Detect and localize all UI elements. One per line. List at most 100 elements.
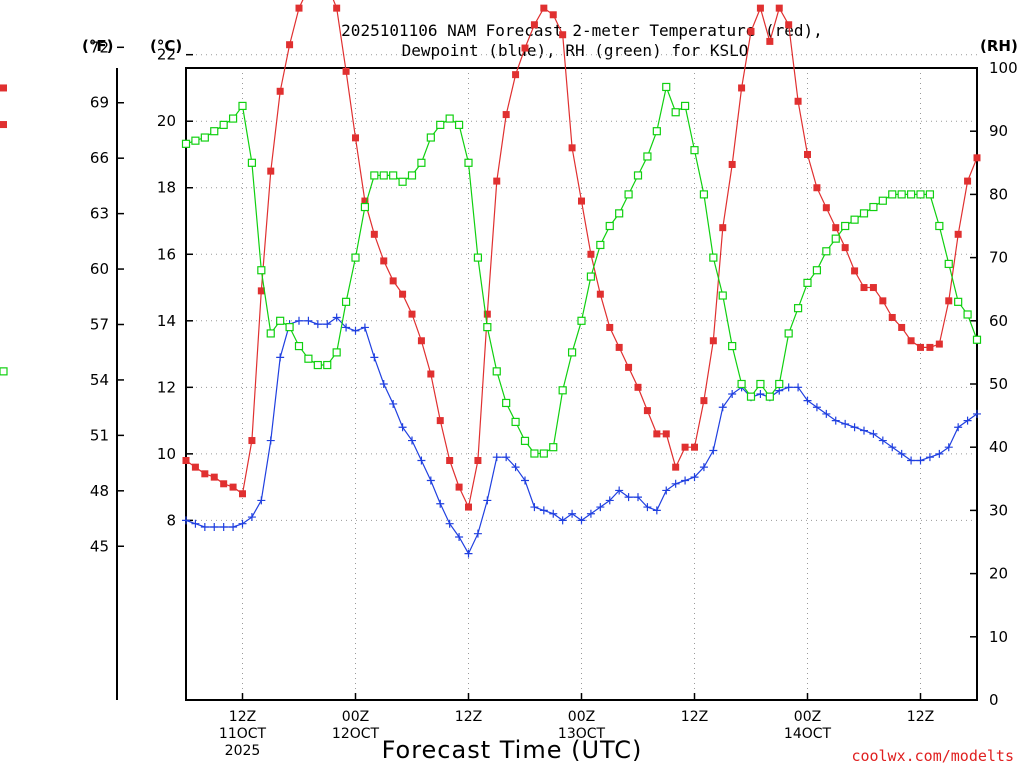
rh-point <box>473 253 483 262</box>
dewpoint-point <box>182 516 190 525</box>
temperature-point <box>0 121 7 129</box>
rh-point <box>247 158 257 167</box>
temperature-point <box>709 337 717 345</box>
temperature-point <box>201 470 209 478</box>
rh-tick-label: 60 <box>989 312 1008 330</box>
rh-point <box>285 323 294 332</box>
rh-point <box>323 360 332 370</box>
temperature-point <box>841 244 849 252</box>
dewpoint-point <box>643 503 652 512</box>
celsius-tick-label: 22 <box>157 46 176 64</box>
dewpoint-point <box>624 493 633 502</box>
rh-point <box>728 341 737 351</box>
dewpoint-point <box>860 426 868 435</box>
temperature-point <box>926 343 934 351</box>
rh-point <box>586 272 596 281</box>
temperature-point <box>851 267 859 275</box>
rh-point <box>906 190 916 199</box>
x-tick-label: 14OCT <box>784 726 832 742</box>
rh-point <box>492 367 501 376</box>
rh-point <box>925 190 935 199</box>
chart-title-line2: Dewpoint (blue), RH (green) for KSLO <box>402 41 749 60</box>
celsius-tick-label: 18 <box>157 179 176 197</box>
dewpoint-point <box>455 533 464 542</box>
temperature-point <box>681 443 689 451</box>
temperature-point <box>229 483 237 491</box>
credit-link[interactable]: coolwx.com/modelts <box>851 747 1014 765</box>
dewpoint-point <box>558 516 567 525</box>
dewpoint-point <box>210 523 219 532</box>
rh-point <box>502 398 511 408</box>
dewpoint-point <box>596 503 605 512</box>
celsius-tick-label: 16 <box>157 245 176 263</box>
rh-point <box>370 171 379 180</box>
dewpoint-point <box>473 529 482 538</box>
temperature-point <box>775 4 783 12</box>
dewpoint-point <box>304 316 313 325</box>
rh-point <box>916 190 925 199</box>
rh-point <box>191 136 200 145</box>
rh-point <box>228 114 238 123</box>
dewpoint-point <box>276 353 285 362</box>
fahrenheit-tick-label: 60 <box>90 260 109 278</box>
dewpoint-point <box>812 403 821 412</box>
dewpoint-point <box>360 323 369 332</box>
celsius-tick-label: 12 <box>157 378 176 396</box>
temperature-point <box>719 224 727 232</box>
dewpoint-point <box>878 436 887 445</box>
x-tick-label: 12Z <box>229 709 256 725</box>
dewpoint-point <box>408 436 416 445</box>
rh-unit-label: (RH) <box>980 37 1018 55</box>
temperature-point <box>502 111 510 119</box>
dewpoint-point <box>370 353 379 362</box>
temperature-point <box>587 250 595 258</box>
temperature-point <box>512 71 520 79</box>
rh-point <box>313 360 322 370</box>
rh-point <box>793 304 803 313</box>
dewpoint-point <box>379 380 388 388</box>
dewpoint-point <box>229 523 238 532</box>
dewpoint-point <box>718 403 727 412</box>
rh-point <box>859 209 869 218</box>
temperature-point <box>417 337 425 345</box>
rh-point <box>577 316 586 325</box>
temperature-point <box>747 27 755 35</box>
rh-point <box>756 379 765 389</box>
dewpoint-point <box>521 476 529 485</box>
dewpoint-point <box>200 523 209 532</box>
rh-point <box>746 392 756 401</box>
temperature-point <box>521 44 529 52</box>
dewpoint-point <box>784 383 793 392</box>
rh-point <box>530 449 539 458</box>
dewpoint-point <box>681 476 690 485</box>
chart-title-line1: 2025101106 NAM Forecast 2-meter Temperat… <box>341 21 823 40</box>
temperature-point <box>578 197 585 205</box>
rh-point <box>831 234 840 243</box>
data-series <box>0 0 982 558</box>
rh-point <box>888 190 897 199</box>
rh-point <box>643 152 652 161</box>
temperature-point <box>399 290 407 298</box>
rh-point <box>605 221 614 231</box>
rh-tick-label: 40 <box>989 438 1008 456</box>
temperature-point <box>446 457 454 465</box>
dewpoint-point <box>219 523 228 532</box>
temperature-point <box>869 284 877 292</box>
rh-point <box>897 190 906 199</box>
dewpoint-point <box>897 449 906 458</box>
rh-point <box>0 367 8 376</box>
dewpoint-point <box>652 506 661 515</box>
temperature-point <box>361 197 369 205</box>
rh-point <box>737 379 746 389</box>
rh-point <box>935 221 944 231</box>
fahrenheit-tick-label: 45 <box>90 537 109 555</box>
dewpoint-point <box>436 499 445 508</box>
temperature-point <box>898 323 906 331</box>
dewpoint-point <box>247 513 256 522</box>
rh-point <box>276 316 285 325</box>
temperature-point <box>248 437 256 445</box>
temperature-point <box>907 337 915 345</box>
dewpoint-point <box>615 486 624 495</box>
rh-point <box>850 215 859 224</box>
rh-point <box>483 323 492 332</box>
